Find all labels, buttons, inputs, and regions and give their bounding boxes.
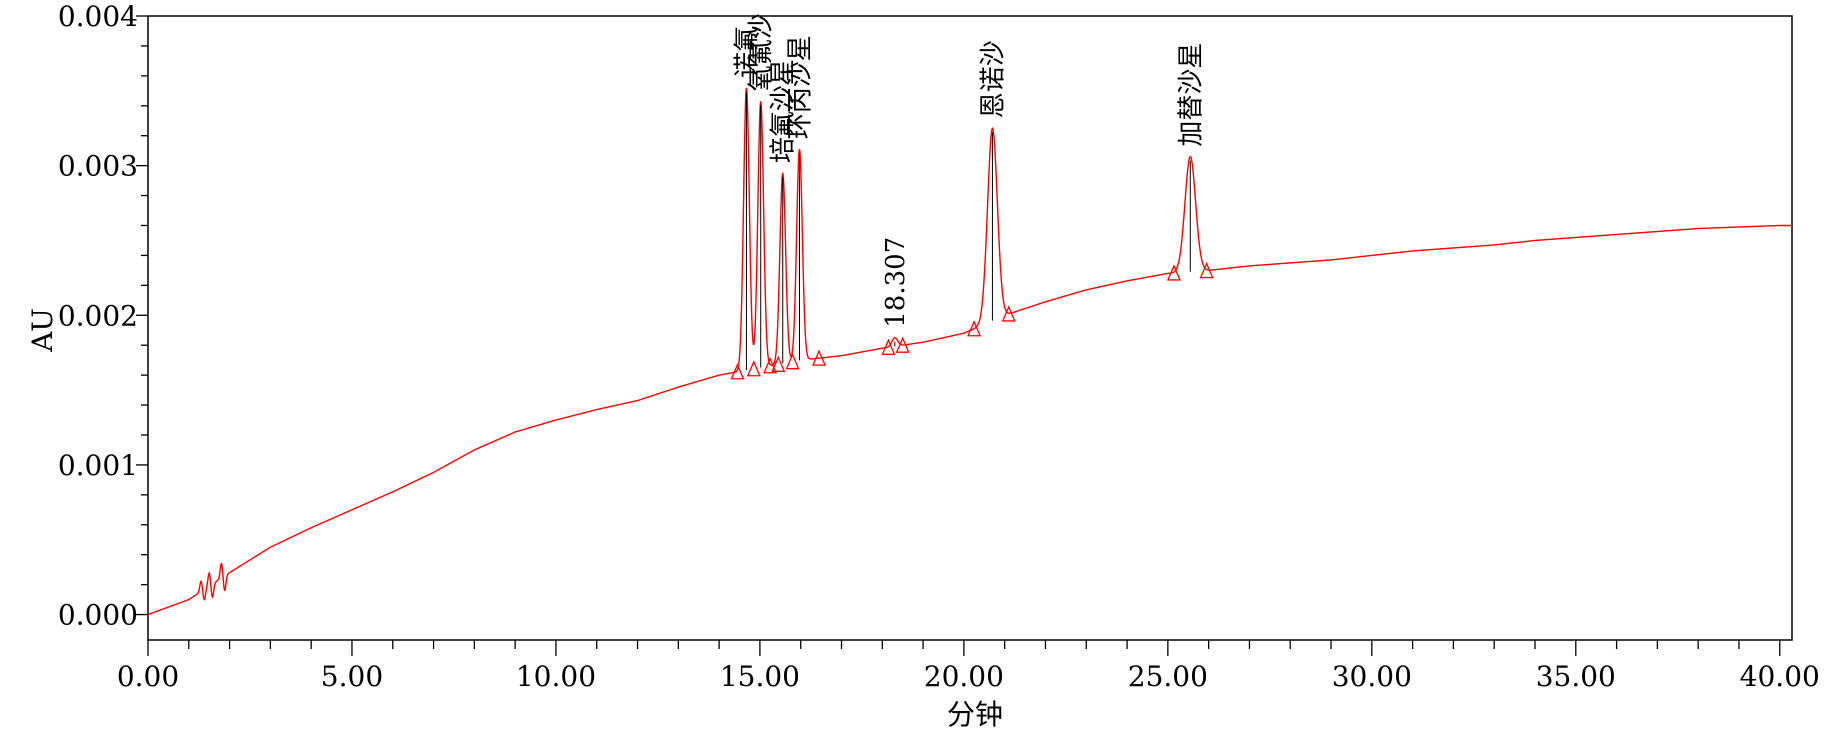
peak-label: 环丙沙星	[785, 35, 815, 139]
y-tick-label: 0.001	[58, 449, 138, 482]
x-tick-label: 5.00	[321, 660, 383, 693]
integration-markers	[730, 261, 1214, 380]
integration-marker	[763, 357, 778, 374]
integration-marker	[746, 360, 761, 377]
integration-marker	[1199, 261, 1214, 279]
peak-label: 18.307	[881, 237, 911, 328]
trace	[147, 87, 1792, 616]
peak-label: 恩诺沙	[978, 40, 1008, 118]
y-tick-label: 0.000	[58, 599, 138, 632]
x-tick-label: 10.00	[516, 660, 596, 693]
peak-label: 培氟沙星	[769, 59, 799, 163]
integration-marker	[730, 363, 745, 380]
axes	[147, 15, 1793, 641]
x-tick-label: 0.00	[117, 660, 179, 693]
integration-marker	[967, 320, 982, 337]
ticks: 0.00 5.00 10.00 15.00 20.00 25.00 30.00 35.00 40…	[58, 0, 1820, 693]
chromatogram-trace	[147, 87, 1792, 616]
x-tick-label: 35.00	[1536, 660, 1616, 693]
integration-marker	[1166, 264, 1181, 281]
x-axis-title: 分钟	[947, 698, 1003, 731]
x-tick-label: 40.00	[1740, 660, 1820, 693]
peak-label: 氧氟沙	[747, 13, 777, 91]
y-axis-title: AU	[26, 308, 59, 353]
integration-marker	[1001, 305, 1016, 322]
x-tick-label: 30.00	[1332, 660, 1412, 693]
y-tick-label: 0.004	[58, 0, 138, 33]
integration-marker	[785, 353, 800, 370]
x-tick-label: 15.00	[720, 660, 800, 693]
y-tick-label: 0.002	[58, 299, 138, 332]
peak-label: 诺氟	[732, 26, 762, 78]
x-tick-label: 25.00	[1128, 660, 1208, 693]
y-tick-label: 0.003	[58, 150, 138, 183]
peak-label: 加替沙星	[1176, 43, 1206, 147]
integration-marker	[895, 336, 910, 353]
x-tick-label: 20.00	[924, 660, 1004, 693]
integration-marker	[812, 349, 827, 366]
integration-marker	[771, 355, 786, 372]
integration-marker	[881, 338, 896, 355]
plot-frame	[147, 15, 1793, 641]
